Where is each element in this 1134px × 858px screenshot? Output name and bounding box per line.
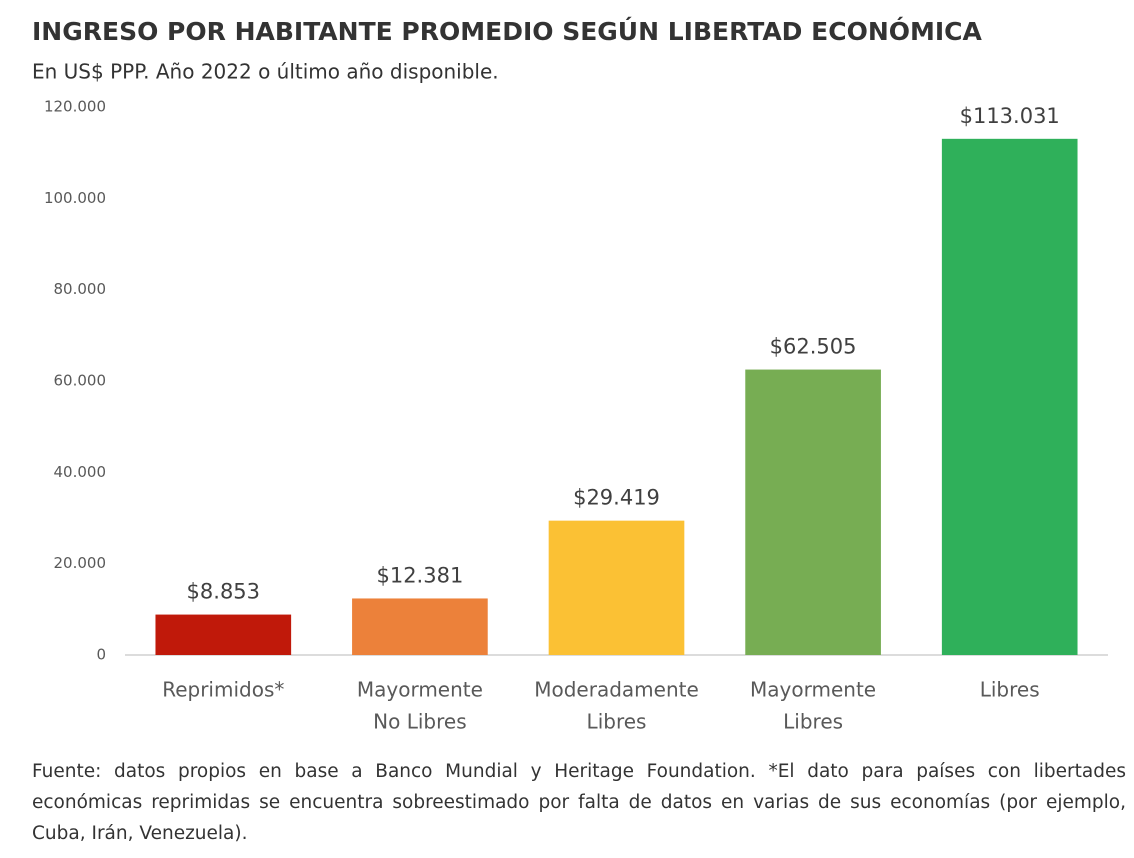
x-tick-label: Reprimidos*	[162, 678, 284, 702]
value-label: $29.419	[573, 486, 660, 510]
x-tick-label: Libres	[980, 678, 1040, 702]
chart-subtitle: En US$ PPP. Año 2022 o último año dispon…	[32, 60, 499, 84]
value-label: $113.031	[960, 104, 1060, 128]
bar	[352, 598, 488, 655]
x-tick-label: Libres	[783, 710, 843, 734]
bar	[548, 520, 685, 655]
bar	[745, 369, 881, 655]
y-tick-label: 0	[96, 646, 106, 664]
value-label: $12.381	[376, 563, 463, 587]
chart: INGRESO POR HABITANTE PROMEDIO SEGÚN LIB…	[32, 16, 1108, 734]
y-tick-label: 40.000	[54, 463, 107, 481]
bar	[941, 138, 1078, 656]
x-tick-label: Mayormente	[750, 678, 876, 702]
x-tick-label: Moderadamente	[534, 678, 699, 702]
y-tick-label: 80.000	[54, 280, 107, 298]
x-tick-label: Libres	[587, 710, 647, 734]
x-tick-label: Mayormente	[357, 678, 483, 702]
value-label: $62.505	[770, 335, 857, 359]
y-tick-label: 60.000	[54, 372, 107, 390]
y-tick-label: 20.000	[54, 554, 107, 572]
bar	[155, 614, 292, 655]
value-label: $8.853	[187, 580, 260, 604]
chart-title: INGRESO POR HABITANTE PROMEDIO SEGÚN LIB…	[32, 16, 983, 46]
x-tick-label: No Libres	[373, 710, 466, 734]
y-tick-label: 100.000	[44, 189, 106, 207]
source-note: Fuente: datos propios en base a Banco Mu…	[32, 761, 1126, 844]
y-tick-label: 120.000	[44, 98, 106, 116]
